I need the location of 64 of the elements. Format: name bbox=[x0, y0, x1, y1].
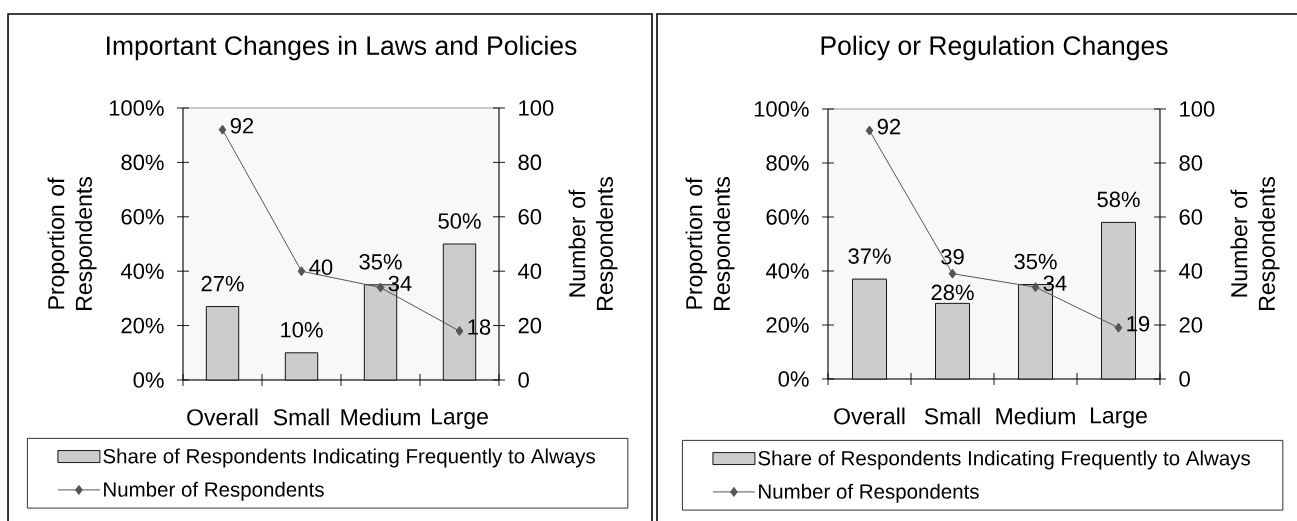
x-tick-label: Overall bbox=[187, 408, 258, 426]
data-label: 34 bbox=[1043, 275, 1067, 291]
y-axis-title: Proportion of Respondents bbox=[47, 177, 97, 310]
data-label: 50% bbox=[438, 213, 481, 229]
data-label: 28% bbox=[931, 284, 974, 301]
x-tick-label: Overall bbox=[834, 407, 905, 425]
chart-title: Important Changes in Laws and Policies bbox=[107, 35, 577, 61]
point bbox=[297, 266, 306, 277]
data-label: 92 bbox=[230, 117, 254, 134]
legend-label: Share of Respondents Indicating Frequently to Always bbox=[758, 450, 1250, 470]
data-label: 10% bbox=[281, 322, 323, 338]
y-tick-label: 40% bbox=[120, 263, 164, 279]
data-label: 35% bbox=[1014, 253, 1057, 270]
point bbox=[1114, 322, 1123, 333]
y2-tick-label: 100 bbox=[1180, 101, 1215, 117]
point bbox=[865, 125, 874, 136]
point bbox=[376, 282, 385, 293]
y-axis-title: Proportion of Respondents bbox=[685, 177, 735, 310]
x-tick-label: Large bbox=[1090, 407, 1147, 429]
y2-tick-label: 60 bbox=[1179, 209, 1203, 225]
data-label: 40 bbox=[309, 259, 333, 275]
chart-title: Policy or Regulation Changes bbox=[821, 35, 1168, 61]
point bbox=[948, 268, 957, 279]
x-tick-label: Large bbox=[431, 408, 488, 430]
y-tick-label: 60% bbox=[766, 209, 809, 225]
y2-tick-label: 0 bbox=[518, 372, 529, 388]
y-tick-label: 0% bbox=[133, 372, 164, 388]
point bbox=[1031, 282, 1040, 293]
data-label: 34 bbox=[388, 275, 412, 292]
y-tick-label: 20% bbox=[121, 317, 164, 334]
data-label: 35% bbox=[359, 254, 402, 270]
y2-tick-label: 40 bbox=[518, 263, 542, 279]
y2-tick-label: 80 bbox=[518, 154, 542, 171]
data-label: 27% bbox=[201, 275, 244, 292]
y-tick-label: 60% bbox=[121, 208, 164, 225]
legend-label: Number of Respondents bbox=[759, 483, 979, 503]
x-tick-label: Small bbox=[273, 408, 329, 426]
y-tick-label: 80% bbox=[766, 155, 809, 171]
y2-axis-title: Number of Respondents bbox=[568, 177, 618, 310]
x-tick-label: Small bbox=[924, 407, 980, 425]
y2-tick-label: 20 bbox=[518, 317, 542, 334]
y2-axis-title: Number of Respondents bbox=[1230, 177, 1280, 310]
y-tick-label: 100% bbox=[754, 101, 809, 117]
y2-tick-label: 60 bbox=[518, 208, 542, 225]
y2-tick-label: 40 bbox=[1179, 263, 1203, 279]
legend-label: Share of Respondents Indicating Frequently to Always bbox=[103, 448, 595, 468]
y-tick-label: 40% bbox=[765, 263, 809, 279]
y2-tick-label: 0 bbox=[1179, 371, 1190, 387]
y-tick-label: 20% bbox=[766, 317, 809, 333]
point bbox=[218, 124, 227, 135]
data-label: 37% bbox=[848, 248, 891, 264]
point bbox=[455, 326, 464, 337]
data-label: 39 bbox=[941, 248, 964, 265]
y2-tick-label: 20 bbox=[1179, 317, 1203, 333]
y2-tick-label: 80 bbox=[1179, 155, 1203, 171]
legend-label: Number of Respondents bbox=[104, 481, 324, 501]
x-tick-label: Medium bbox=[341, 408, 420, 426]
y2-tick-label: 100 bbox=[519, 100, 554, 116]
y-tick-label: 80% bbox=[121, 154, 164, 171]
x-tick-label: Medium bbox=[996, 407, 1075, 425]
data-label: 58% bbox=[1097, 191, 1140, 208]
y-tick-label: 0% bbox=[778, 371, 809, 387]
y-tick-label: 100% bbox=[109, 100, 164, 116]
data-label: 92 bbox=[877, 118, 901, 135]
